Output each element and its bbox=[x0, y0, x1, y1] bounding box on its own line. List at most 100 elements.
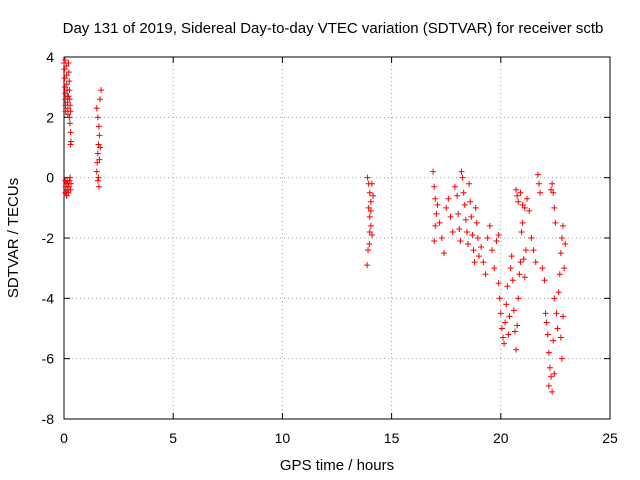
data-point bbox=[495, 280, 502, 287]
data-point bbox=[550, 189, 557, 196]
data-point bbox=[495, 231, 502, 238]
data-point bbox=[462, 216, 469, 223]
data-point bbox=[484, 235, 491, 241]
data-point bbox=[366, 189, 373, 196]
data-point bbox=[517, 189, 524, 196]
data-point bbox=[61, 66, 68, 73]
data-point bbox=[445, 195, 452, 202]
data-point bbox=[519, 201, 526, 208]
data-point bbox=[434, 201, 441, 208]
data-point bbox=[63, 81, 70, 88]
data-point bbox=[506, 313, 513, 320]
data-point bbox=[558, 235, 565, 241]
data-point bbox=[486, 222, 493, 229]
data-point bbox=[548, 373, 555, 380]
data-point bbox=[551, 295, 558, 302]
data-point bbox=[504, 283, 511, 290]
data-point bbox=[457, 238, 464, 245]
data-point bbox=[366, 228, 373, 235]
data-point bbox=[63, 180, 70, 187]
data-point bbox=[63, 63, 70, 70]
data-point bbox=[532, 259, 539, 266]
data-point bbox=[459, 174, 466, 181]
data-point bbox=[65, 69, 72, 76]
data-point bbox=[550, 337, 557, 344]
data-point bbox=[558, 355, 565, 362]
data-point bbox=[466, 180, 473, 187]
data-point bbox=[518, 228, 525, 235]
data-point bbox=[556, 271, 563, 278]
data-point bbox=[557, 334, 564, 341]
data-point bbox=[368, 231, 375, 238]
data-point bbox=[502, 319, 509, 326]
data-point bbox=[519, 219, 526, 226]
data-point bbox=[64, 105, 71, 112]
data-point bbox=[557, 250, 564, 257]
data-point bbox=[366, 213, 373, 220]
data-point bbox=[64, 99, 71, 106]
data-point bbox=[66, 120, 73, 127]
data-point bbox=[96, 156, 103, 163]
x-tick-label: 0 bbox=[60, 430, 68, 446]
data-point bbox=[95, 174, 102, 181]
data-point bbox=[430, 168, 437, 175]
data-point bbox=[94, 114, 101, 121]
data-point bbox=[536, 180, 543, 187]
data-point bbox=[455, 210, 462, 217]
data-point bbox=[542, 310, 549, 317]
data-point bbox=[503, 301, 510, 308]
data-point bbox=[66, 78, 73, 85]
data-point bbox=[554, 325, 561, 332]
data-point bbox=[480, 259, 487, 266]
data-point bbox=[431, 183, 438, 190]
data-point bbox=[524, 195, 531, 202]
y-axis-ticks: -8 -6 -4 -2 0 2 4 bbox=[42, 49, 610, 427]
data-point bbox=[515, 198, 522, 205]
data-point bbox=[441, 250, 448, 257]
y-tick-label: 0 bbox=[46, 170, 54, 186]
data-point bbox=[546, 364, 553, 371]
data-point bbox=[514, 192, 521, 199]
data-point bbox=[470, 247, 477, 254]
data-point bbox=[534, 171, 541, 178]
x-tick-label: 25 bbox=[602, 430, 618, 446]
y-tick-label: -8 bbox=[42, 411, 55, 427]
data-point bbox=[454, 192, 461, 199]
data-point bbox=[496, 295, 503, 302]
data-point bbox=[465, 241, 472, 248]
data-point bbox=[67, 141, 74, 148]
data-point bbox=[475, 253, 482, 260]
data-point bbox=[501, 340, 508, 347]
data-point bbox=[482, 271, 489, 278]
data-point bbox=[544, 331, 551, 338]
data-point bbox=[431, 238, 438, 245]
data-point bbox=[498, 325, 505, 332]
data-point bbox=[66, 114, 73, 121]
data-point bbox=[513, 186, 520, 193]
data-point bbox=[447, 213, 454, 220]
data-point bbox=[93, 168, 100, 175]
y-tick-label: -2 bbox=[42, 230, 55, 246]
data-point bbox=[97, 144, 104, 151]
data-point bbox=[67, 108, 74, 115]
data-point bbox=[517, 259, 524, 266]
data-point bbox=[94, 150, 101, 157]
data-point bbox=[510, 307, 517, 314]
data-point bbox=[64, 111, 71, 118]
data-point bbox=[65, 93, 72, 100]
data-point bbox=[62, 90, 69, 97]
data-point bbox=[541, 277, 548, 284]
data-point bbox=[489, 247, 496, 254]
data-point bbox=[513, 346, 520, 353]
data-point bbox=[370, 192, 377, 199]
grid-lines bbox=[64, 57, 610, 419]
data-point bbox=[61, 75, 68, 82]
data-point bbox=[553, 310, 560, 317]
data-point bbox=[560, 313, 567, 320]
data-point bbox=[456, 225, 463, 232]
data-point bbox=[505, 331, 512, 338]
data-point bbox=[507, 265, 514, 272]
x-tick-label: 20 bbox=[493, 430, 509, 446]
data-point bbox=[367, 222, 374, 229]
